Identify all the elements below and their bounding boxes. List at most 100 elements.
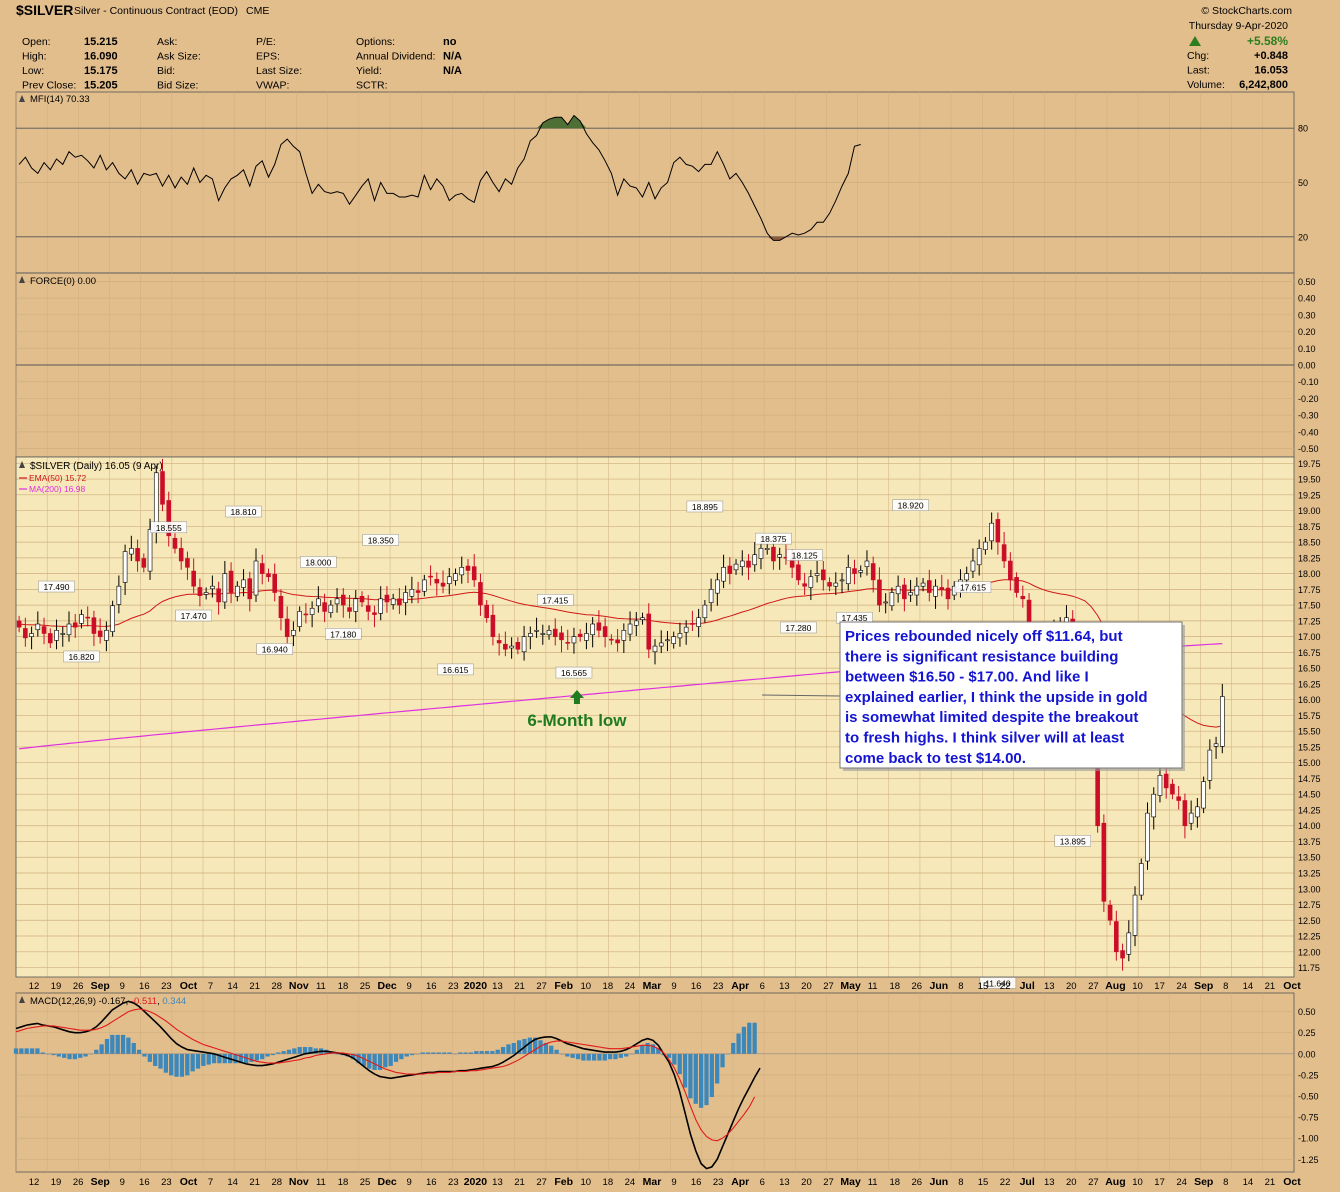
macd-histogram-bar [270,1053,276,1056]
x-tick-label: Sep [91,1176,110,1188]
x-tick-label: 10 [580,981,591,992]
candle-body [397,598,402,606]
quote-field-label: VWAP: [256,80,289,92]
candle-body [303,613,309,616]
candle-body [995,519,1001,543]
price-label: 18.350 [368,535,394,545]
candle-body [534,630,539,632]
macd-histogram-bar [78,1053,83,1058]
macd-histogram-bar [458,1052,463,1054]
macd-histogram-bar [672,1053,677,1065]
macd-histogram-bar [479,1051,484,1054]
candle-body [135,548,140,562]
x-tick-label: 7 [208,1177,213,1188]
panel-icon [19,996,25,1003]
candle-body [197,587,203,596]
candle-body [883,601,888,604]
x-tick-label: Oct [180,980,198,992]
panel-title: FORCE(0) 0.00 [30,276,96,287]
quote-field-label: Options: [356,36,395,48]
header-quote-col1: Open: 15.215 High: 16.090 Low: 15.175 Prev Clo… [22,36,118,92]
candle-body [1107,904,1113,921]
y-tick-label: 17.00 [1298,632,1321,642]
y-tick-label: 0.10 [1298,344,1316,354]
candle-body [372,612,377,615]
price-label: 11.640 [985,978,1011,988]
price-label: 18.920 [898,501,924,511]
quote-field-label: Bid Size: [157,80,198,92]
candle-body [1101,822,1107,902]
x-tick-label: 28 [271,1177,282,1188]
x-tick-label: Nov [289,980,309,992]
quote-field-label: Open: [22,36,51,48]
y-tick-label: 17.50 [1298,601,1321,611]
candle-body [353,598,359,612]
price-label: 18.125 [792,551,818,561]
macd-histogram-bar [650,1044,656,1054]
candle-body [609,638,614,641]
symbol-label: $SILVER [16,2,73,18]
macd-histogram-bar [575,1053,581,1060]
callout-text: Prices rebounded nicely off $11.64, but [845,628,1123,645]
macd-histogram-bar [393,1053,399,1062]
candle-body [291,630,296,636]
y-tick-label: 0.20 [1298,327,1316,337]
macd-histogram-bar [276,1052,281,1054]
macd-histogram-bar [260,1053,265,1060]
mfi-overbought-fill [536,115,587,129]
x-tick-label: 11 [316,1177,326,1188]
macd-histogram-bar [136,1049,142,1054]
x-tick-label: 27 [823,981,834,992]
macd-histogram-bar [351,1053,356,1060]
price-label-box [537,594,574,606]
candle-body [509,645,514,649]
candle-body [596,622,602,631]
x-tick-label: 18 [338,981,349,992]
candle-body [415,590,421,593]
candle-body [895,585,901,595]
candle-body [41,626,47,634]
macd-histogram-bar [527,1037,532,1054]
panel-icon [19,461,25,468]
x-tick-label: Mar [643,980,662,992]
quote-field-label: Ask: [157,36,177,48]
candle-body [1220,696,1225,747]
candle-body [328,604,334,613]
macd-histogram-bar [169,1053,174,1076]
macd-histogram-bar [468,1052,474,1054]
x-tick-label: 2020 [464,980,488,992]
candle-body [1163,773,1169,789]
y-tick-label: 18.00 [1298,569,1321,579]
candle-body [845,567,851,584]
candle-body [1020,595,1026,600]
exchange-label: CME [246,5,269,17]
y-tick-label: 15.75 [1298,711,1321,721]
x-tick-label: 18 [603,1177,614,1188]
up-arrow-icon [569,690,584,705]
macd-panel: 12 19 26 Sep 9 16 23 Oct 7 14 21 28 Nov 11 18 25 Dec 9 16 2… [13,992,1319,1188]
quote-field-label: High: [22,51,47,63]
panel-title-part: , [157,996,162,1007]
x-tick-label: 10 [1132,1177,1143,1188]
macd-histogram-bar [634,1049,640,1054]
candle-body [559,632,564,641]
price-label: 17.490 [44,582,70,592]
quote-field-label: Low: [22,65,44,77]
candle-body [359,595,365,603]
macd-histogram-bar [254,1053,260,1061]
y-tick-label: 0.50 [1298,1007,1316,1017]
x-tick-label: Apr [731,980,749,992]
candle-body [322,602,327,612]
candle-body [1145,812,1150,862]
macd-histogram-bar [538,1040,543,1054]
price-label-box [755,532,792,545]
quote-field-value: N/A [443,65,462,77]
macd-histogram-bar [591,1053,597,1061]
x-tick-label: Oct [1283,1176,1301,1188]
panel-title: MFI(14) 70.33 [30,94,90,105]
macd-histogram-bar [281,1051,286,1054]
candle-body [384,594,390,603]
candle-body [72,622,78,628]
candle-body [764,548,770,550]
macd-histogram-bar [206,1053,211,1065]
